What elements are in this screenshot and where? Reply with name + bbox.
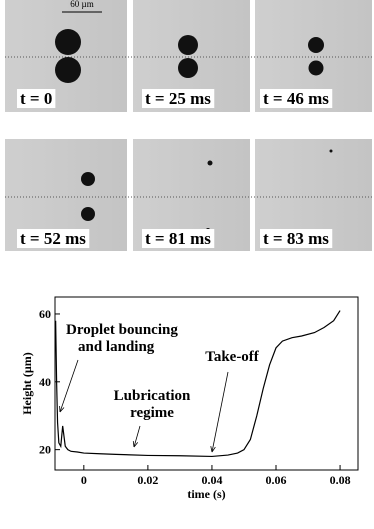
- annotation: Droplet bouncing: [66, 322, 178, 338]
- annotation-arrow: [211, 371, 229, 453]
- plot-frame: [54, 296, 359, 471]
- arrow-head: [59, 405, 65, 413]
- x-tick-label: 0.08: [330, 473, 351, 487]
- scale-label: 60 µm: [70, 0, 93, 9]
- annotation: Lubrication: [114, 388, 191, 404]
- chart: 0 0.02 0.04 0.06 0.08 20 40 60 time (s) Height (µ…: [20, 296, 359, 501]
- label-background: [17, 89, 56, 108]
- arrow-head: [210, 446, 216, 453]
- label-background: [260, 89, 333, 108]
- annotation-arrow: [59, 359, 79, 413]
- panel-label: t = 81 ms: [145, 229, 211, 248]
- x-tick-label: 0: [81, 473, 87, 487]
- droplet: [178, 58, 198, 78]
- x-axis-label: time (s): [187, 487, 225, 501]
- label-background: [260, 229, 333, 248]
- panel-label: t = 52 ms: [20, 229, 86, 248]
- label-background: [142, 89, 215, 108]
- droplet: [308, 60, 324, 76]
- label-background: [142, 229, 215, 248]
- x-tick-label: 0.04: [201, 473, 222, 487]
- droplets: [55, 29, 333, 232]
- annotation: Take-off: [205, 349, 260, 365]
- y-tick-label: 20: [39, 443, 51, 457]
- y-tick-label: 40: [39, 375, 51, 389]
- image-panels: 60 µm: [5, 0, 372, 251]
- droplet: [81, 207, 95, 221]
- droplet: [178, 35, 198, 55]
- label-background: [17, 229, 90, 248]
- annotation-arrow: [133, 425, 141, 448]
- panel-label: t = 83 ms: [263, 229, 329, 248]
- arrow-head: [132, 440, 139, 448]
- annotation: regime: [130, 405, 174, 421]
- panel-label: t = 46 ms: [263, 89, 329, 108]
- droplet: [55, 57, 81, 83]
- reference-lines: [5, 56, 372, 198]
- droplet: [81, 172, 95, 186]
- panel-label: t = 0: [20, 89, 52, 108]
- y-tick-label: 60: [39, 307, 51, 321]
- droplet: [308, 37, 324, 53]
- droplet: [207, 160, 213, 166]
- droplet: [329, 149, 333, 153]
- y-axis-label: Height (µm): [20, 352, 34, 415]
- data-line: [55, 310, 341, 458]
- x-tick-label: 0.06: [266, 473, 287, 487]
- panel-label: t = 25 ms: [145, 89, 211, 108]
- x-tick-label: 0.02: [137, 473, 158, 487]
- annotation: and landing: [78, 339, 155, 355]
- droplet: [55, 29, 81, 55]
